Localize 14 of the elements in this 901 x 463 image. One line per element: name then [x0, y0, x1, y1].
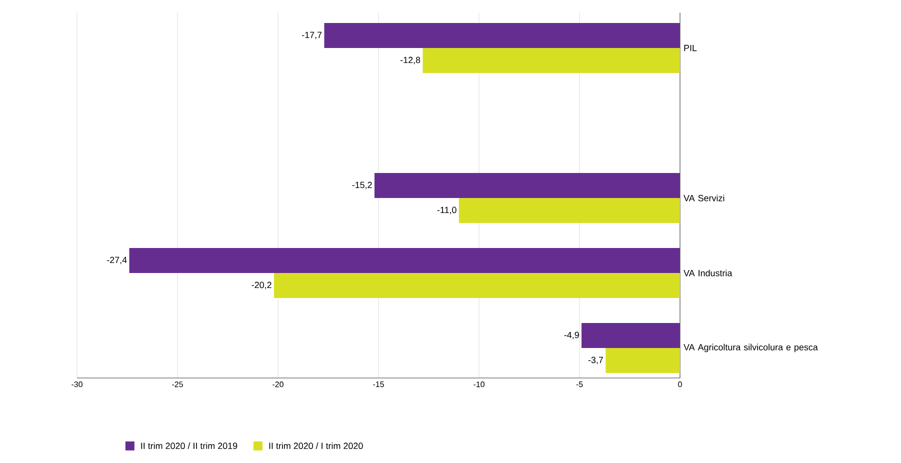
y-tick-label: PIL — [684, 44, 697, 52]
data-label: -4,9 — [564, 332, 579, 340]
data-label: -15,2 — [352, 182, 372, 190]
y-tick-label: VA Servizi — [684, 194, 724, 202]
data-label: -20,2 — [252, 282, 272, 290]
y-tick-label: VA Agricoltura silvicolura e pesca — [684, 344, 818, 352]
data-label: -12,8 — [400, 56, 420, 64]
data-label: -11,0 — [437, 206, 456, 214]
y-tick-label: VA Industria — [684, 270, 732, 276]
legend-label: II trim 2020 / I trim 2020 — [269, 442, 363, 450]
legend-label: II trim 2020 / II trim 2019 — [141, 442, 238, 450]
data-label: -27,4 — [107, 256, 127, 264]
data-label: -3,7 — [588, 356, 603, 364]
data-label: -17,7 — [302, 32, 322, 40]
